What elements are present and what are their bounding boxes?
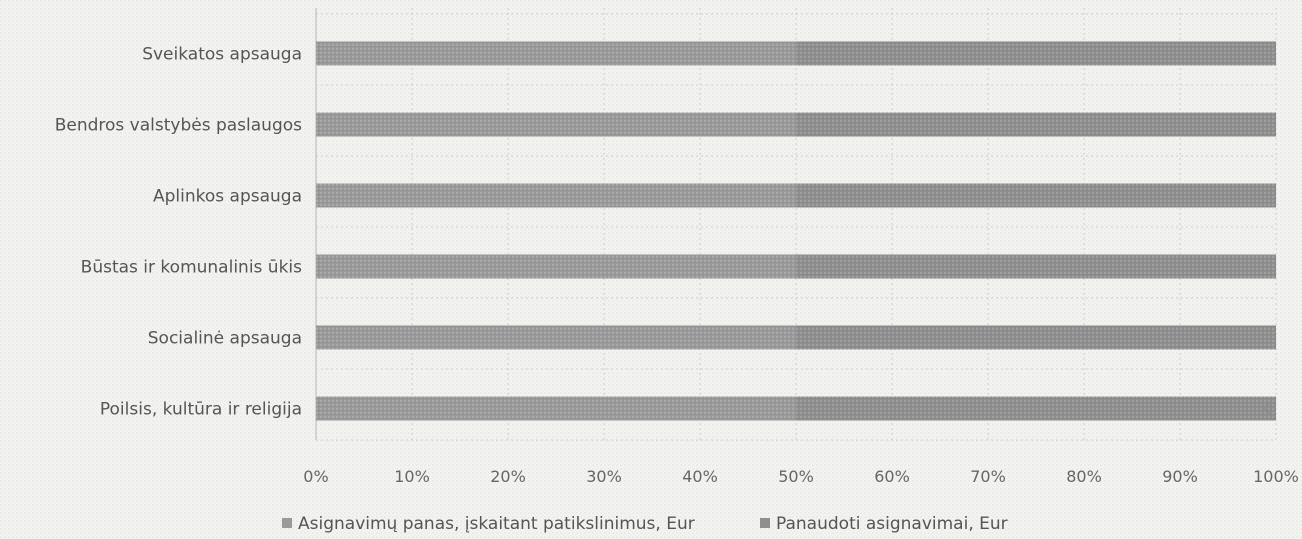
x-axis-ticks: 0% 10% 20% 30% 40% 50% 60% 70% 80% 90% 100% (303, 467, 1299, 486)
x-tick-label: 0% (303, 467, 328, 486)
category-label: Būstas ir komunalinis ūkis (81, 258, 302, 278)
bar-texture (316, 254, 796, 279)
legend-swatch-2 (760, 518, 770, 528)
bar-texture (796, 396, 1276, 421)
x-tick-label: 50% (778, 467, 814, 486)
x-tick-label: 100% (1253, 467, 1299, 486)
category-label: Aplinkos apsauga (153, 187, 302, 207)
legend-label-2: Panaudoti asignavimai, Eur (776, 514, 1008, 534)
x-tick-label: 30% (586, 467, 622, 486)
bar-texture (316, 325, 796, 350)
x-tick-label: 80% (1066, 467, 1102, 486)
bar-texture (796, 41, 1276, 66)
bar-texture (796, 325, 1276, 350)
legend-swatch-1 (282, 518, 292, 528)
bar-texture (796, 112, 1276, 137)
x-tick-label: 60% (874, 467, 910, 486)
bar-texture (796, 254, 1276, 279)
category-labels: Sveikatos apsauga Bendros valstybės pasla… (55, 45, 302, 420)
bar-texture (316, 183, 796, 208)
x-tick-label: 40% (682, 467, 718, 486)
x-tick-label: 10% (394, 467, 430, 486)
category-label: Poilsis, kultūra ir religija (100, 400, 302, 420)
legend: Asignavimų panas, įskaitant patikslinimu… (282, 514, 1008, 534)
x-tick-label: 70% (970, 467, 1006, 486)
data-labels: 0 (1264, 403, 1272, 418)
legend-label-1: Asignavimų panas, įskaitant patikslinimu… (298, 514, 695, 534)
x-tick-label: 90% (1162, 467, 1198, 486)
bar-texture (316, 41, 796, 66)
bar-texture (316, 396, 796, 421)
grid (315, 8, 1277, 441)
data-label: 0 (1264, 403, 1272, 418)
category-label: Sveikatos apsauga (142, 45, 302, 65)
bar-texture (316, 112, 796, 137)
bar-texture (796, 183, 1276, 208)
category-label: Socialinė apsauga (148, 329, 302, 349)
bars (316, 41, 1276, 421)
x-tick-label: 20% (490, 467, 526, 486)
category-label: Bendros valstybės paslaugos (55, 116, 302, 136)
